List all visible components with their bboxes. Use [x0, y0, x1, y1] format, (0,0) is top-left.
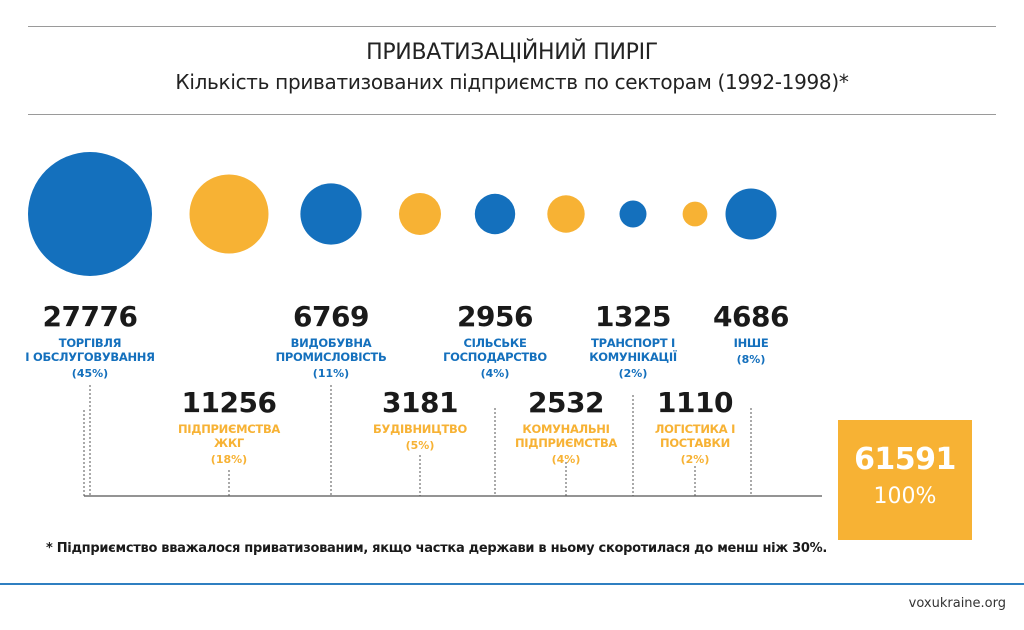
bottom-rule	[0, 583, 1024, 585]
bubble-3	[300, 183, 362, 245]
value-label-3: 6769	[293, 300, 369, 333]
category-label-8-1: ЛОГІСТИКА І	[655, 422, 735, 436]
footnote: * Підприємство вважалося приватизованим,…	[46, 541, 828, 556]
chart-title: ПРИВАТИЗАЦІЙНИЙ ПИРІГ	[366, 40, 658, 65]
bubble-8	[682, 201, 708, 227]
value-label-8: 1110	[657, 386, 733, 419]
category-label-2-1: ПІДПРИЄМСТВА	[178, 422, 280, 436]
category-label-7-2: КОМУНІКАЦІЇ	[589, 349, 677, 364]
percent-label-7: (2%)	[619, 367, 648, 380]
category-label-4-1: БУДІВНИЦТВО	[373, 422, 467, 436]
percent-label-4: (5%)	[406, 439, 435, 452]
title-underline	[28, 114, 996, 115]
category-label-1-1: ТОРГІВЛЯ	[59, 336, 121, 350]
total-box: 61591 100%	[838, 420, 972, 540]
percent-label-9: (8%)	[737, 353, 766, 366]
bubble-1	[28, 152, 152, 276]
total-value: 61591	[854, 442, 956, 477]
value-label-6: 2532	[528, 386, 604, 419]
value-label-1: 27776	[43, 300, 138, 333]
category-label-8-2: ПОСТАВКИ	[660, 436, 730, 450]
brand-link[interactable]: voxukraine.org	[908, 596, 1006, 611]
bubble-6	[547, 195, 585, 233]
bubble-9	[725, 188, 777, 240]
category-label-9-1: ІНШЕ	[734, 336, 769, 350]
value-label-5: 2956	[457, 300, 533, 333]
bubble-7	[619, 200, 647, 228]
bubble-4	[399, 193, 441, 235]
percent-label-6: (4%)	[552, 453, 581, 466]
category-label-5-2: ГОСПОДАРСТВО	[443, 350, 547, 364]
category-label-7-1: ТРАНСПОРТ І	[591, 336, 675, 350]
percent-label-8: (2%)	[681, 453, 710, 466]
category-label-6-1: КОМУНАЛЬНІ	[522, 422, 609, 436]
bubble-2	[189, 174, 269, 254]
percent-label-1: (45%)	[72, 367, 108, 380]
chart-subtitle: Кількість приватизованих підприємств по …	[175, 70, 849, 94]
value-label-7: 1325	[595, 300, 671, 333]
category-label-2-2: ЖКГ	[214, 436, 245, 450]
bubble-5	[474, 193, 516, 235]
category-label-3-1: ВИДОБУВНА	[291, 336, 372, 350]
percent-label-5: (4%)	[481, 367, 510, 380]
percent-label-3: (11%)	[313, 367, 349, 380]
top-rule	[28, 26, 996, 27]
value-label-9: 4686	[713, 300, 789, 333]
category-label-3-2: ПРОМИСЛОВІСТЬ	[276, 350, 387, 364]
value-label-4: 3181	[382, 386, 458, 419]
percent-label-2: (18%)	[211, 453, 247, 466]
category-label-5-1: СІЛЬСЬКЕ	[463, 336, 527, 350]
category-label-6-2: ПІДПРИЄМСТВА	[515, 436, 617, 450]
total-percent: 100%	[873, 484, 937, 509]
value-label-2: 11256	[182, 386, 277, 419]
category-label-1-2: І ОБСЛУГОВУВАННЯ	[25, 350, 154, 364]
